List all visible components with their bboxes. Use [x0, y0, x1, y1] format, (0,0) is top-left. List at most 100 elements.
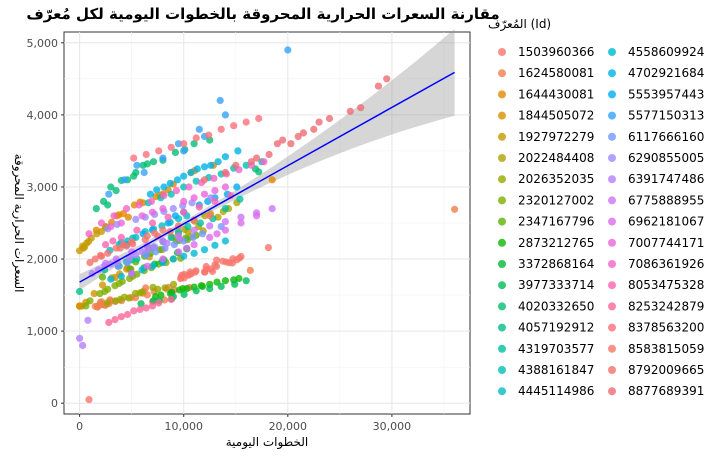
data-point: [86, 297, 94, 305]
data-point: [97, 252, 106, 260]
y-tick-label: 2,000: [27, 253, 59, 266]
data-point: [174, 232, 183, 240]
data-point: [217, 125, 225, 133]
legend-label: 4020332650: [518, 299, 594, 313]
data-point: [237, 219, 245, 227]
legend-key: [498, 69, 506, 78]
x-tick-label: 10,000: [164, 420, 203, 433]
data-point: [253, 212, 261, 220]
data-point: [233, 256, 241, 264]
data-point: [94, 302, 102, 310]
legend-entry: 4057192912: [498, 321, 594, 335]
data-point: [185, 183, 193, 191]
data-point: [117, 233, 125, 241]
data-point: [111, 316, 119, 324]
legend-entry: 1503960366: [498, 45, 594, 59]
legend-label: 4388161847: [518, 363, 594, 377]
legend-key: [608, 69, 616, 78]
data-point: [183, 244, 191, 252]
legend-entry: 5577150313: [608, 109, 704, 123]
data-point: [198, 230, 207, 238]
data-point: [76, 302, 84, 310]
legend-entry: 1927972279: [498, 130, 594, 144]
series-8253242879: [105, 295, 175, 327]
data-point: [180, 140, 188, 148]
data-point: [246, 266, 254, 274]
data-point: [180, 183, 188, 191]
legend-label: 2347167796: [518, 215, 594, 229]
data-point: [169, 280, 178, 288]
legend-label: 3977333714: [518, 278, 594, 292]
data-point: [115, 279, 123, 288]
legend-key: [498, 238, 506, 247]
legend-key: [608, 111, 616, 120]
data-point: [207, 161, 215, 169]
legend-label: 3372868164: [518, 257, 594, 271]
data-point: [233, 183, 241, 191]
data-point: [203, 265, 211, 273]
data-point: [255, 114, 263, 123]
data-point: [253, 154, 261, 162]
data-point: [138, 266, 146, 274]
data-point: [170, 241, 178, 249]
data-point: [186, 268, 194, 276]
legend-entry: 8053475328: [608, 278, 704, 292]
data-point: [234, 147, 242, 155]
data-point: [138, 212, 146, 220]
data-point: [79, 341, 87, 350]
data-point: [265, 150, 273, 159]
legend-label: 2022484408: [518, 151, 594, 165]
legend-label: 4445114986: [518, 384, 594, 398]
data-point: [221, 111, 229, 119]
axes: 0 10,000 20,000 30,000 0 1,000 2,000 3,000 4,000…: [27, 37, 412, 433]
data-point: [171, 148, 179, 156]
data-point: [142, 150, 150, 159]
data-point: [221, 277, 229, 285]
x-tick-label: 0: [76, 420, 83, 433]
legend-label: 7086361926: [628, 257, 704, 271]
legend-label: 2026352035: [518, 172, 594, 186]
legend-key: [608, 132, 616, 141]
legend-key: [498, 366, 506, 374]
data-point: [195, 125, 203, 133]
data-point: [107, 223, 115, 231]
data-point: [160, 183, 168, 191]
legend-entry: 2026352035: [498, 172, 594, 186]
data-point: [151, 243, 159, 251]
data-point: [268, 176, 276, 184]
data-point: [210, 174, 218, 182]
data-point: [235, 274, 243, 283]
data-point: [142, 304, 150, 312]
data-point: [213, 230, 221, 238]
legend-entry: 1844505072: [498, 109, 594, 123]
legend-label: 4057192912: [518, 321, 594, 335]
data-point: [161, 284, 169, 292]
data-point: [221, 218, 229, 226]
data-point: [268, 205, 276, 213]
data-point: [84, 316, 92, 324]
data-point: [273, 140, 281, 148]
data-point: [86, 259, 94, 267]
data-point: [190, 194, 198, 202]
legend-label: 6290855005: [628, 151, 704, 165]
data-point: [104, 249, 112, 257]
data-point: [211, 197, 219, 205]
data-point: [107, 275, 115, 283]
data-point: [174, 140, 183, 148]
data-point: [116, 295, 124, 303]
data-point: [221, 237, 229, 245]
legend-key: [608, 48, 616, 56]
data-point: [287, 140, 295, 148]
data-point: [130, 154, 138, 162]
legend-entry: 8253242879: [608, 299, 704, 313]
legend-key: [608, 302, 616, 311]
data-point: [190, 241, 198, 249]
data-point: [160, 192, 168, 200]
legend-label: 8583815059: [628, 342, 704, 356]
data-point: [294, 132, 302, 141]
legend-entry: 6391747486: [608, 172, 704, 186]
legend-key: [608, 387, 616, 396]
data-point: [109, 237, 117, 245]
data-point: [167, 233, 175, 241]
data-point: [94, 266, 102, 274]
